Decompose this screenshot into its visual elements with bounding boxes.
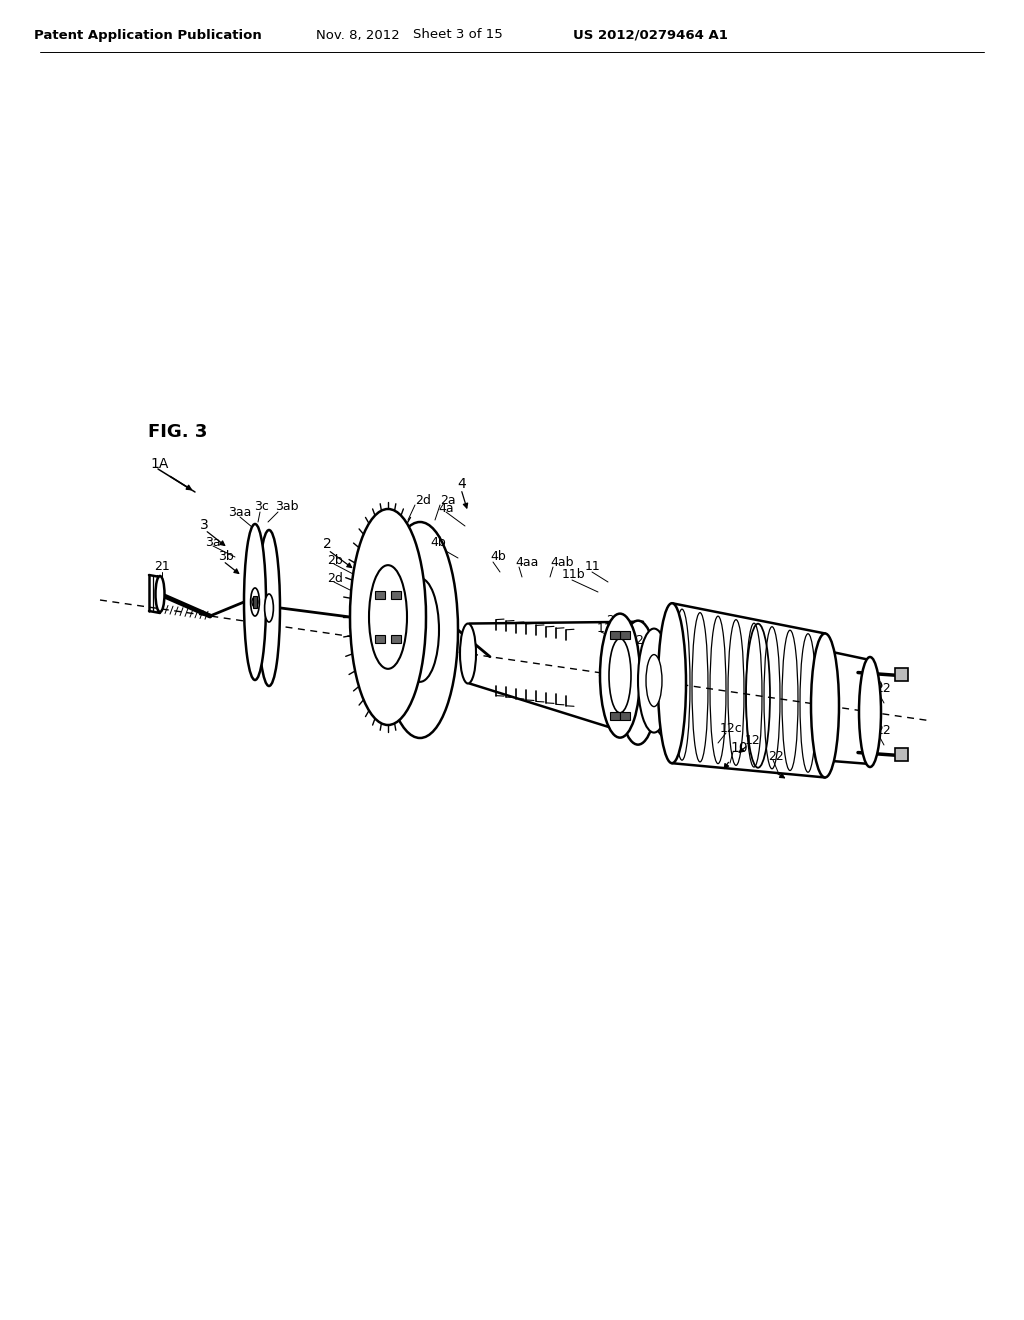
Text: 22: 22 [768,750,783,763]
Text: US 2012/0279464 A1: US 2012/0279464 A1 [572,29,727,41]
Polygon shape [391,635,401,643]
Text: 12a: 12a [860,696,884,709]
Text: 11b: 11b [562,569,586,582]
Ellipse shape [658,603,686,763]
Text: 10: 10 [730,741,748,755]
Text: 3c: 3c [254,500,269,513]
Text: 4b: 4b [490,550,506,564]
Text: 23: 23 [606,614,622,627]
Ellipse shape [811,634,839,777]
Text: Sheet 3 of 15: Sheet 3 of 15 [413,29,503,41]
Text: 2a: 2a [440,494,456,507]
Text: 22: 22 [874,681,891,694]
Ellipse shape [460,623,476,684]
Text: 22: 22 [874,723,891,737]
Ellipse shape [252,597,258,607]
Text: FIG. 3: FIG. 3 [148,422,208,441]
Ellipse shape [646,655,662,706]
Polygon shape [895,668,908,681]
Text: 2d: 2d [415,494,431,507]
Ellipse shape [251,587,259,616]
Ellipse shape [264,594,273,622]
Polygon shape [253,597,257,609]
Text: 21: 21 [155,561,170,573]
Ellipse shape [601,627,629,723]
Ellipse shape [350,510,426,725]
Text: 12: 12 [745,734,761,747]
Ellipse shape [156,576,165,612]
Ellipse shape [258,531,280,686]
Polygon shape [620,713,630,721]
Polygon shape [391,591,401,599]
Text: 3aa: 3aa [228,506,251,519]
Text: 3: 3 [200,517,209,532]
Text: 4aa: 4aa [515,556,539,569]
Ellipse shape [650,634,682,738]
Ellipse shape [609,639,631,713]
Text: 4a: 4a [438,502,454,515]
Text: 1A: 1A [150,457,168,471]
Polygon shape [610,713,621,721]
Ellipse shape [618,620,658,744]
Ellipse shape [382,521,458,738]
Ellipse shape [859,657,881,767]
Polygon shape [895,747,908,760]
Polygon shape [610,631,621,639]
Ellipse shape [613,632,642,727]
Text: 24: 24 [635,634,650,647]
Ellipse shape [369,565,407,669]
Polygon shape [375,591,385,599]
Text: 12c: 12c [720,722,742,734]
Text: 4b: 4b [430,536,445,549]
Ellipse shape [401,578,439,682]
Text: 3a: 3a [205,536,220,549]
Text: Patent Application Publication: Patent Application Publication [34,29,262,41]
Text: 12b: 12b [860,677,884,690]
Text: 4ab: 4ab [550,556,573,569]
Polygon shape [375,635,385,643]
Text: 3ab: 3ab [275,500,299,513]
Ellipse shape [600,614,640,738]
Ellipse shape [244,524,266,680]
Text: Nov. 8, 2012: Nov. 8, 2012 [316,29,400,41]
Ellipse shape [638,628,670,733]
Polygon shape [620,631,630,639]
Text: 2d: 2d [327,572,343,585]
Text: 3b: 3b [218,550,233,564]
Text: 11c: 11c [597,622,620,635]
Text: 2: 2 [323,537,332,550]
Text: 2b: 2b [327,553,343,566]
Text: 4: 4 [457,477,466,491]
Text: 11: 11 [585,561,601,573]
